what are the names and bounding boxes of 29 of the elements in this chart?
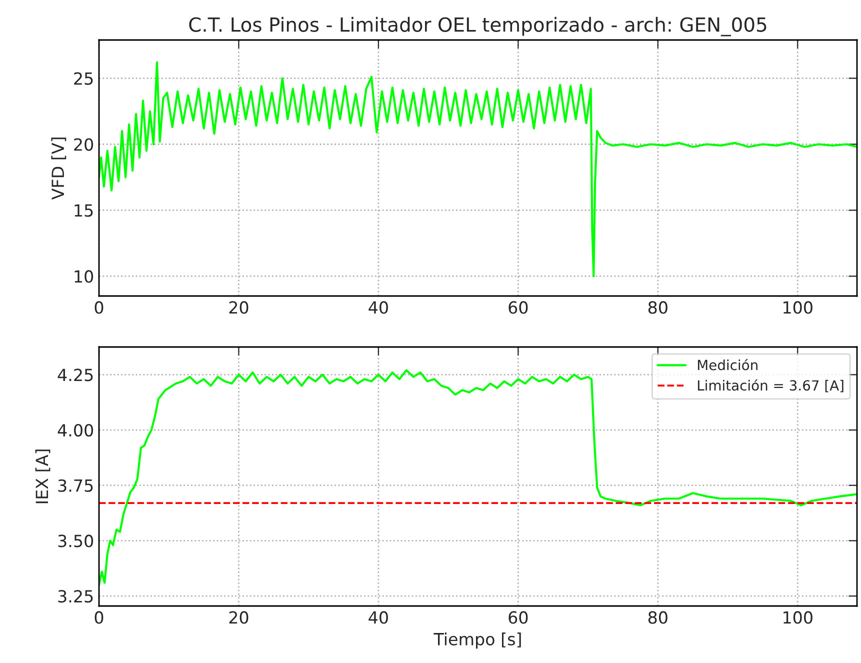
x-tick-label: 100 xyxy=(784,301,812,314)
y-axis-title: IEX [A] xyxy=(35,450,50,504)
x-tick-label: 100 xyxy=(784,611,812,624)
y-tick-label: 25 xyxy=(74,72,93,85)
legend-label: Limitación = 3.67 [A] xyxy=(698,379,844,392)
y-tick-label: 3.50 xyxy=(58,534,94,548)
x-tick-label: 0 xyxy=(94,611,104,624)
x-tick-label: 60 xyxy=(508,301,528,314)
x-tick-label: 80 xyxy=(648,301,668,314)
y-tick-label: 10 xyxy=(74,270,94,283)
y-tick-label: 4.00 xyxy=(58,424,94,437)
x-axis-title: Tiempo [s] xyxy=(434,632,521,649)
y-tick-label: 4.25 xyxy=(58,368,93,382)
y-axis-title: VFD [V] xyxy=(51,138,66,200)
line-series xyxy=(99,61,857,278)
x-tick-label: 0 xyxy=(94,301,104,314)
x-tick-label: 20 xyxy=(229,301,248,314)
x-tick-label: 60 xyxy=(508,611,528,624)
y-tick-label: 3.25 xyxy=(58,590,93,603)
legend-label: Medición xyxy=(698,358,758,370)
x-tick-label: 80 xyxy=(648,611,668,624)
x-tick-label: 40 xyxy=(368,611,388,624)
line-series xyxy=(99,369,857,586)
y-tick-label: 15 xyxy=(74,204,93,217)
x-tick-label: 20 xyxy=(229,611,248,624)
chart-title: C.T. Los Pinos - Limitador OEL temporizado - arch: GEN_005 xyxy=(189,16,766,36)
y-tick-label: 3.75 xyxy=(58,479,93,492)
y-tick-label: 20 xyxy=(74,138,94,151)
x-tick-label: 40 xyxy=(368,301,388,314)
